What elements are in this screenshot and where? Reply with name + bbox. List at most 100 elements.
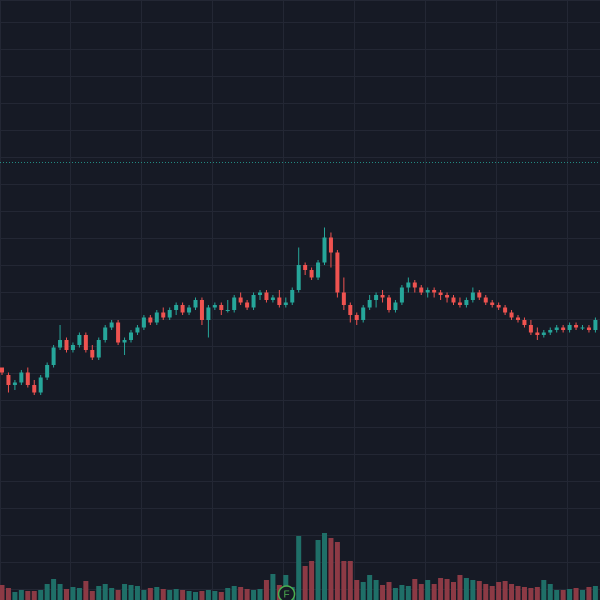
- candle[interactable]: [574, 322, 579, 331]
- candle[interactable]: [232, 295, 237, 313]
- candle[interactable]: [361, 305, 366, 323]
- candle[interactable]: [135, 325, 140, 335]
- candle[interactable]: [129, 330, 133, 343]
- candle[interactable]: [199, 297, 204, 326]
- volume-bar: [193, 592, 198, 600]
- candle[interactable]: [354, 312, 359, 326]
- candle[interactable]: [109, 320, 114, 330]
- candle[interactable]: [509, 310, 514, 320]
- candle[interactable]: [103, 325, 108, 343]
- candle[interactable]: [245, 300, 250, 310]
- candle[interactable]: [38, 375, 43, 395]
- candle[interactable]: [219, 302, 224, 316]
- candle[interactable]: [64, 337, 69, 353]
- candle[interactable]: [335, 250, 340, 298]
- candles[interactable]: [0, 227, 598, 396]
- candle[interactable]: [425, 287, 430, 298]
- candle[interactable]: [193, 297, 198, 311]
- candle[interactable]: [0, 367, 4, 376]
- candle[interactable]: [122, 337, 127, 356]
- candle[interactable]: [348, 302, 353, 323]
- candle[interactable]: [251, 292, 256, 311]
- candle[interactable]: [586, 325, 591, 333]
- candle[interactable]: [316, 260, 321, 280]
- candle[interactable]: [58, 325, 63, 350]
- candle[interactable]: [77, 332, 82, 348]
- candle[interactable]: [141, 315, 146, 330]
- candle[interactable]: [187, 305, 192, 315]
- candle[interactable]: [51, 345, 56, 368]
- event-marker[interactable]: F: [277, 585, 296, 600]
- candle[interactable]: [548, 327, 553, 336]
- candle[interactable]: [554, 325, 559, 333]
- candle[interactable]: [290, 287, 295, 306]
- candle[interactable]: [445, 292, 450, 303]
- candle[interactable]: [283, 297, 288, 308]
- candle[interactable]: [387, 295, 391, 313]
- candle[interactable]: [225, 300, 230, 313]
- candle[interactable]: [477, 290, 482, 300]
- event-marker-circle[interactable]: [277, 585, 296, 600]
- candle[interactable]: [399, 285, 404, 305]
- candle[interactable]: [303, 262, 308, 276]
- candle[interactable]: [12, 380, 17, 390]
- candle[interactable]: [490, 300, 495, 308]
- candle[interactable]: [148, 315, 153, 325]
- candle[interactable]: [270, 295, 275, 303]
- candle[interactable]: [45, 362, 50, 381]
- candle[interactable]: [522, 317, 527, 328]
- candle[interactable]: [438, 290, 443, 300]
- candle[interactable]: [258, 290, 262, 300]
- candle-body: [445, 295, 450, 298]
- candle[interactable]: [419, 285, 424, 295]
- candle[interactable]: [83, 332, 88, 353]
- candle[interactable]: [6, 372, 11, 393]
- candle[interactable]: [161, 307, 166, 321]
- candle[interactable]: [154, 310, 159, 325]
- candle[interactable]: [393, 300, 398, 313]
- candle[interactable]: [496, 302, 501, 311]
- candle[interactable]: [116, 320, 121, 345]
- candle[interactable]: [432, 287, 437, 298]
- candle[interactable]: [451, 295, 456, 305]
- candle[interactable]: [470, 287, 475, 303]
- candle[interactable]: [503, 305, 508, 315]
- candle[interactable]: [180, 302, 185, 316]
- candle[interactable]: [206, 305, 211, 338]
- candle[interactable]: [593, 317, 598, 333]
- candle[interactable]: [367, 295, 372, 310]
- candle-body: [328, 237, 333, 253]
- candle[interactable]: [528, 320, 533, 335]
- candle[interactable]: [483, 295, 488, 305]
- candle[interactable]: [412, 280, 417, 293]
- candle[interactable]: [561, 325, 566, 333]
- candle[interactable]: [580, 325, 585, 330]
- candle[interactable]: [277, 290, 282, 308]
- candle[interactable]: [541, 330, 546, 338]
- candle[interactable]: [19, 370, 24, 385]
- candle[interactable]: [32, 380, 37, 395]
- candle[interactable]: [309, 267, 314, 281]
- candle[interactable]: [25, 367, 30, 388]
- candle[interactable]: [516, 315, 520, 323]
- candle[interactable]: [328, 232, 333, 268]
- candle[interactable]: [296, 247, 301, 293]
- candle[interactable]: [90, 345, 95, 360]
- candle[interactable]: [322, 227, 327, 266]
- candle[interactable]: [567, 322, 572, 333]
- candle[interactable]: [341, 277, 346, 311]
- candle[interactable]: [167, 307, 172, 321]
- candle[interactable]: [174, 302, 179, 316]
- candle[interactable]: [380, 290, 385, 303]
- candle[interactable]: [264, 290, 269, 303]
- candle[interactable]: [374, 292, 379, 308]
- candle[interactable]: [457, 297, 462, 308]
- candle[interactable]: [212, 302, 217, 311]
- candle[interactable]: [70, 342, 75, 353]
- candle[interactable]: [238, 292, 243, 306]
- candle[interactable]: [464, 297, 469, 308]
- candle[interactable]: [96, 337, 101, 361]
- candle[interactable]: [406, 277, 411, 293]
- candle[interactable]: [535, 327, 540, 341]
